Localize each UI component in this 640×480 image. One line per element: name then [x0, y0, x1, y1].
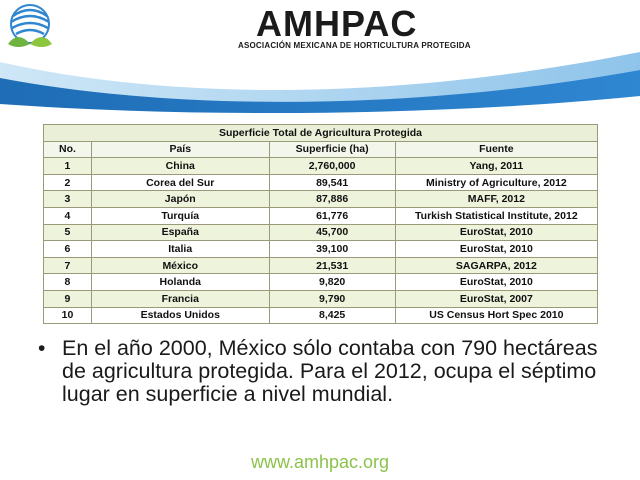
cell-fuente: Turkish Statistical Institute, 2012 — [394, 206, 599, 225]
table-row: 8 Holanda 9,820 EuroStat, 2010 — [43, 273, 599, 291]
cell-superficie: 2,760,000 — [268, 157, 396, 175]
cell-fuente: Yang, 2011 — [394, 157, 599, 175]
brand-name: AMHPAC — [256, 3, 418, 44]
slide-header: AMHPAC ASOCIACIÓN MEXICANA DE HORTICULTU… — [0, 0, 640, 118]
table-row: 3 Japón 87,886 MAFF, 2012 — [43, 190, 599, 208]
table-row: 7 México 21,531 SAGARPA, 2012 — [43, 256, 599, 275]
cell-fuente: EuroStat, 2010 — [394, 240, 599, 258]
cell-fuente: SAGARPA, 2012 — [394, 256, 599, 275]
cell-fuente: US Census Hort Spec 2010 — [394, 306, 599, 325]
header-no: No. — [43, 140, 92, 159]
brand-subtitle: ASOCIACIÓN MEXICANA DE HORTICULTURA PROT… — [238, 41, 471, 50]
table-row: 1 China 2,760,000 Yang, 2011 — [43, 157, 599, 175]
cell-superficie: 21,531 — [268, 256, 396, 275]
cell-no: 2 — [43, 173, 92, 192]
bullet-text: En el año 2000, México sólo contaba con … — [62, 336, 598, 406]
cell-pais: Japón — [90, 190, 270, 208]
cell-superficie: 89,541 — [268, 173, 396, 192]
header-pais: País — [90, 140, 270, 159]
table-row: 4 Turquía 61,776 Turkish Statistical Ins… — [43, 206, 599, 225]
table-header-row: No. País Superficie (ha) Fuente — [43, 140, 599, 159]
table-row: 9 Francia 9,790 EuroStat, 2007 — [43, 289, 599, 308]
cell-no: 3 — [43, 190, 92, 208]
cell-no: 4 — [43, 206, 92, 225]
cell-pais: Estados Unidos — [90, 306, 270, 325]
cell-superficie: 9,820 — [268, 273, 396, 291]
cell-fuente: EuroStat, 2007 — [394, 289, 599, 308]
cell-superficie: 87,886 — [268, 190, 396, 208]
cell-pais: Francia — [90, 289, 270, 308]
cell-pais: México — [90, 256, 270, 275]
table-row: 10 Estados Unidos 8,425 US Census Hort S… — [43, 306, 599, 325]
cell-no: 10 — [43, 306, 92, 325]
cell-no: 9 — [43, 289, 92, 308]
cell-superficie: 39,100 — [268, 240, 396, 258]
table-title-row: Superficie Total de Agricultura Protegid… — [43, 124, 598, 142]
footer-url: www.amhpac.org — [250, 452, 390, 472]
bullet-point: • En el año 2000, México sólo contaba co… — [38, 337, 608, 406]
table-row: 5 España 45,700 EuroStat, 2010 — [43, 223, 599, 242]
cell-no: 7 — [43, 256, 92, 275]
cell-pais: Holanda — [90, 273, 270, 291]
cell-no: 5 — [43, 223, 92, 242]
table-row: 2 Corea del Sur 89,541 Ministry of Agric… — [43, 173, 599, 192]
bullet-symbol: • — [38, 337, 46, 360]
cell-fuente: Ministry of Agriculture, 2012 — [394, 173, 599, 192]
table-row: 6 Italia 39,100 EuroStat, 2010 — [43, 240, 599, 258]
cell-fuente: EuroStat, 2010 — [394, 273, 599, 291]
cell-pais: Italia — [90, 240, 270, 258]
cell-no: 8 — [43, 273, 92, 291]
amhpac-logo-icon — [8, 4, 52, 47]
cell-no: 1 — [43, 157, 92, 175]
cell-fuente: EuroStat, 2010 — [394, 223, 599, 242]
cell-pais: China — [90, 157, 270, 175]
header-waves — [0, 52, 640, 118]
cell-pais: España — [90, 223, 270, 242]
cell-no: 6 — [43, 240, 92, 258]
cell-superficie: 8,425 — [268, 306, 396, 325]
header-fuente: Fuente — [394, 140, 599, 159]
cell-pais: Corea del Sur — [90, 173, 270, 192]
protected-agriculture-table: Superficie Total de Agricultura Protegid… — [43, 124, 599, 325]
cell-fuente: MAFF, 2012 — [394, 190, 599, 208]
cell-pais: Turquía — [90, 206, 270, 225]
cell-superficie: 61,776 — [268, 206, 396, 225]
table-title: Superficie Total de Agricultura Protegid… — [43, 124, 598, 142]
cell-superficie: 45,700 — [268, 223, 396, 242]
cell-superficie: 9,790 — [268, 289, 396, 308]
header-superficie: Superficie (ha) — [268, 140, 396, 159]
